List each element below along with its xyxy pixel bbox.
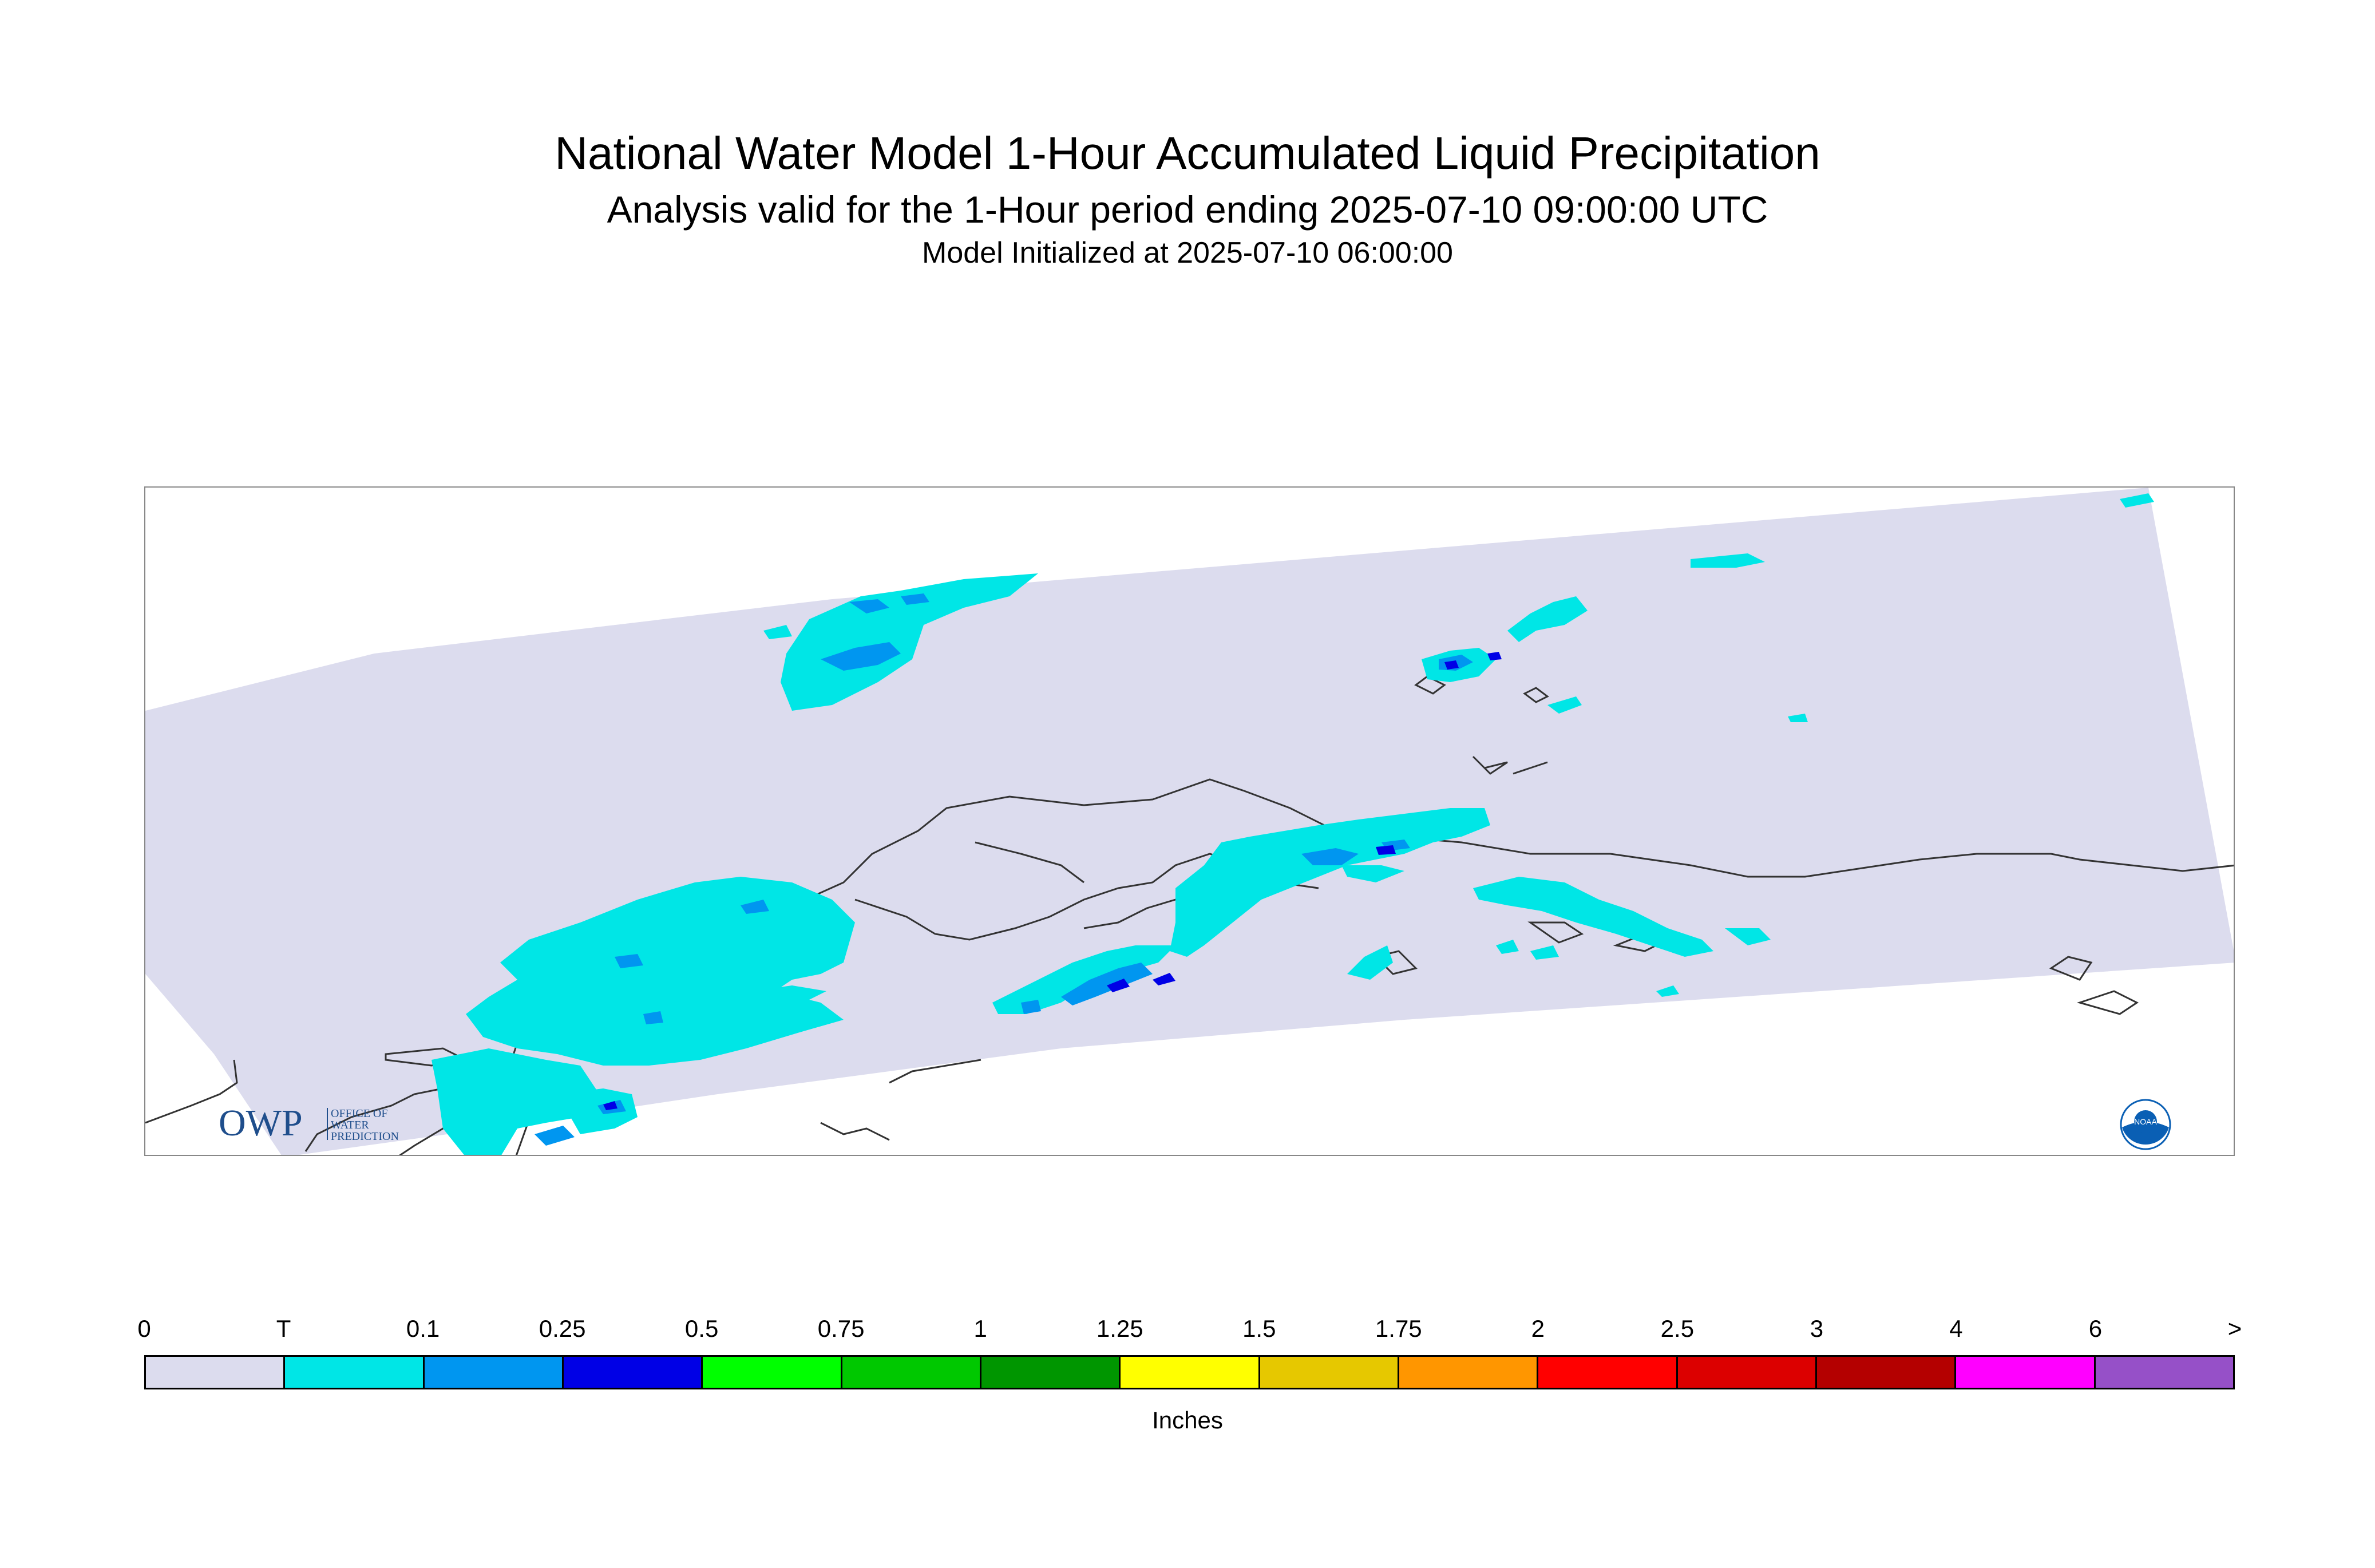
legend-swatch-8 (1260, 1357, 1399, 1388)
owp-logo-line2: WATER (331, 1119, 369, 1131)
legend-tick-label: 0.75 (817, 1315, 865, 1342)
legend-tick-label: 3 (1810, 1315, 1824, 1342)
legend-swatch-13 (1956, 1357, 2096, 1388)
legend-swatch-1 (285, 1357, 425, 1388)
legend-swatch-0 (146, 1357, 286, 1388)
legend-swatch-3 (563, 1357, 703, 1388)
legend-tick-label: 0.5 (684, 1315, 719, 1342)
legend-tick-label: 6 (2088, 1315, 2103, 1342)
legend-tick-label: 1.25 (1096, 1315, 1143, 1342)
noaa-logo-text: NOAA (2134, 1117, 2157, 1126)
legend-tick-label: 0 (137, 1315, 151, 1342)
legend-swatch-6 (981, 1357, 1121, 1388)
legend-tick-label: 1.5 (1242, 1315, 1276, 1342)
legend-swatch-14 (2095, 1357, 2233, 1388)
legend-tick-label: 0.1 (406, 1315, 440, 1342)
legend-tick-label: 1.75 (1375, 1315, 1422, 1342)
legend-tick-label: 4 (1949, 1315, 1963, 1342)
precip-moderate-areas (603, 652, 1502, 1110)
noaa-logo-center (2134, 1110, 2157, 1133)
owp-logo-line3: PREDICTION (331, 1130, 399, 1143)
legend-swatch-4 (703, 1357, 842, 1388)
legend-tick-label: 1 (973, 1315, 987, 1342)
legend-swatch-2 (424, 1357, 564, 1388)
legend-tick-label: 0.25 (539, 1315, 586, 1342)
legend-swatch-7 (1121, 1357, 1260, 1388)
precipitation-map: OWP OFFICE OF WATER PREDICTION NOAA (144, 486, 2235, 1156)
owp-logo-letters: OWP (219, 1102, 303, 1144)
legend-tick-label: > (2227, 1315, 2242, 1342)
legend-tick-label: T (276, 1315, 291, 1342)
legend-swatch-12 (1816, 1357, 1957, 1388)
legend-swatch-10 (1538, 1357, 1678, 1388)
owp-logo-line1: OFFICE OF (331, 1107, 387, 1120)
precip-trace-areas (432, 493, 2154, 1155)
legend-swatch-9 (1399, 1357, 1539, 1388)
model-init-text: Model Initialized at 2025-07-10 06:00:00 (922, 236, 1453, 270)
legend-units: Inches (1152, 1407, 1223, 1434)
legend-colorbar (144, 1355, 2235, 1389)
legend-tick-label: 2.5 (1660, 1315, 1695, 1342)
legend-swatch-11 (1677, 1357, 1817, 1388)
owp-logo: OWP OFFICE OF WATER PREDICTION (219, 1100, 425, 1146)
noaa-logo: NOAA (2120, 1099, 2171, 1150)
map-subtitle: Analysis valid for the 1-Hour period end… (607, 188, 1768, 231)
legend-swatch-5 (842, 1357, 981, 1388)
map-title: National Water Model 1-Hour Accumulated … (555, 128, 1820, 179)
noaa-logo-wave (2122, 1122, 2169, 1145)
legend-tick-label: 2 (1531, 1315, 1545, 1342)
precip-light-areas (535, 593, 1473, 1146)
